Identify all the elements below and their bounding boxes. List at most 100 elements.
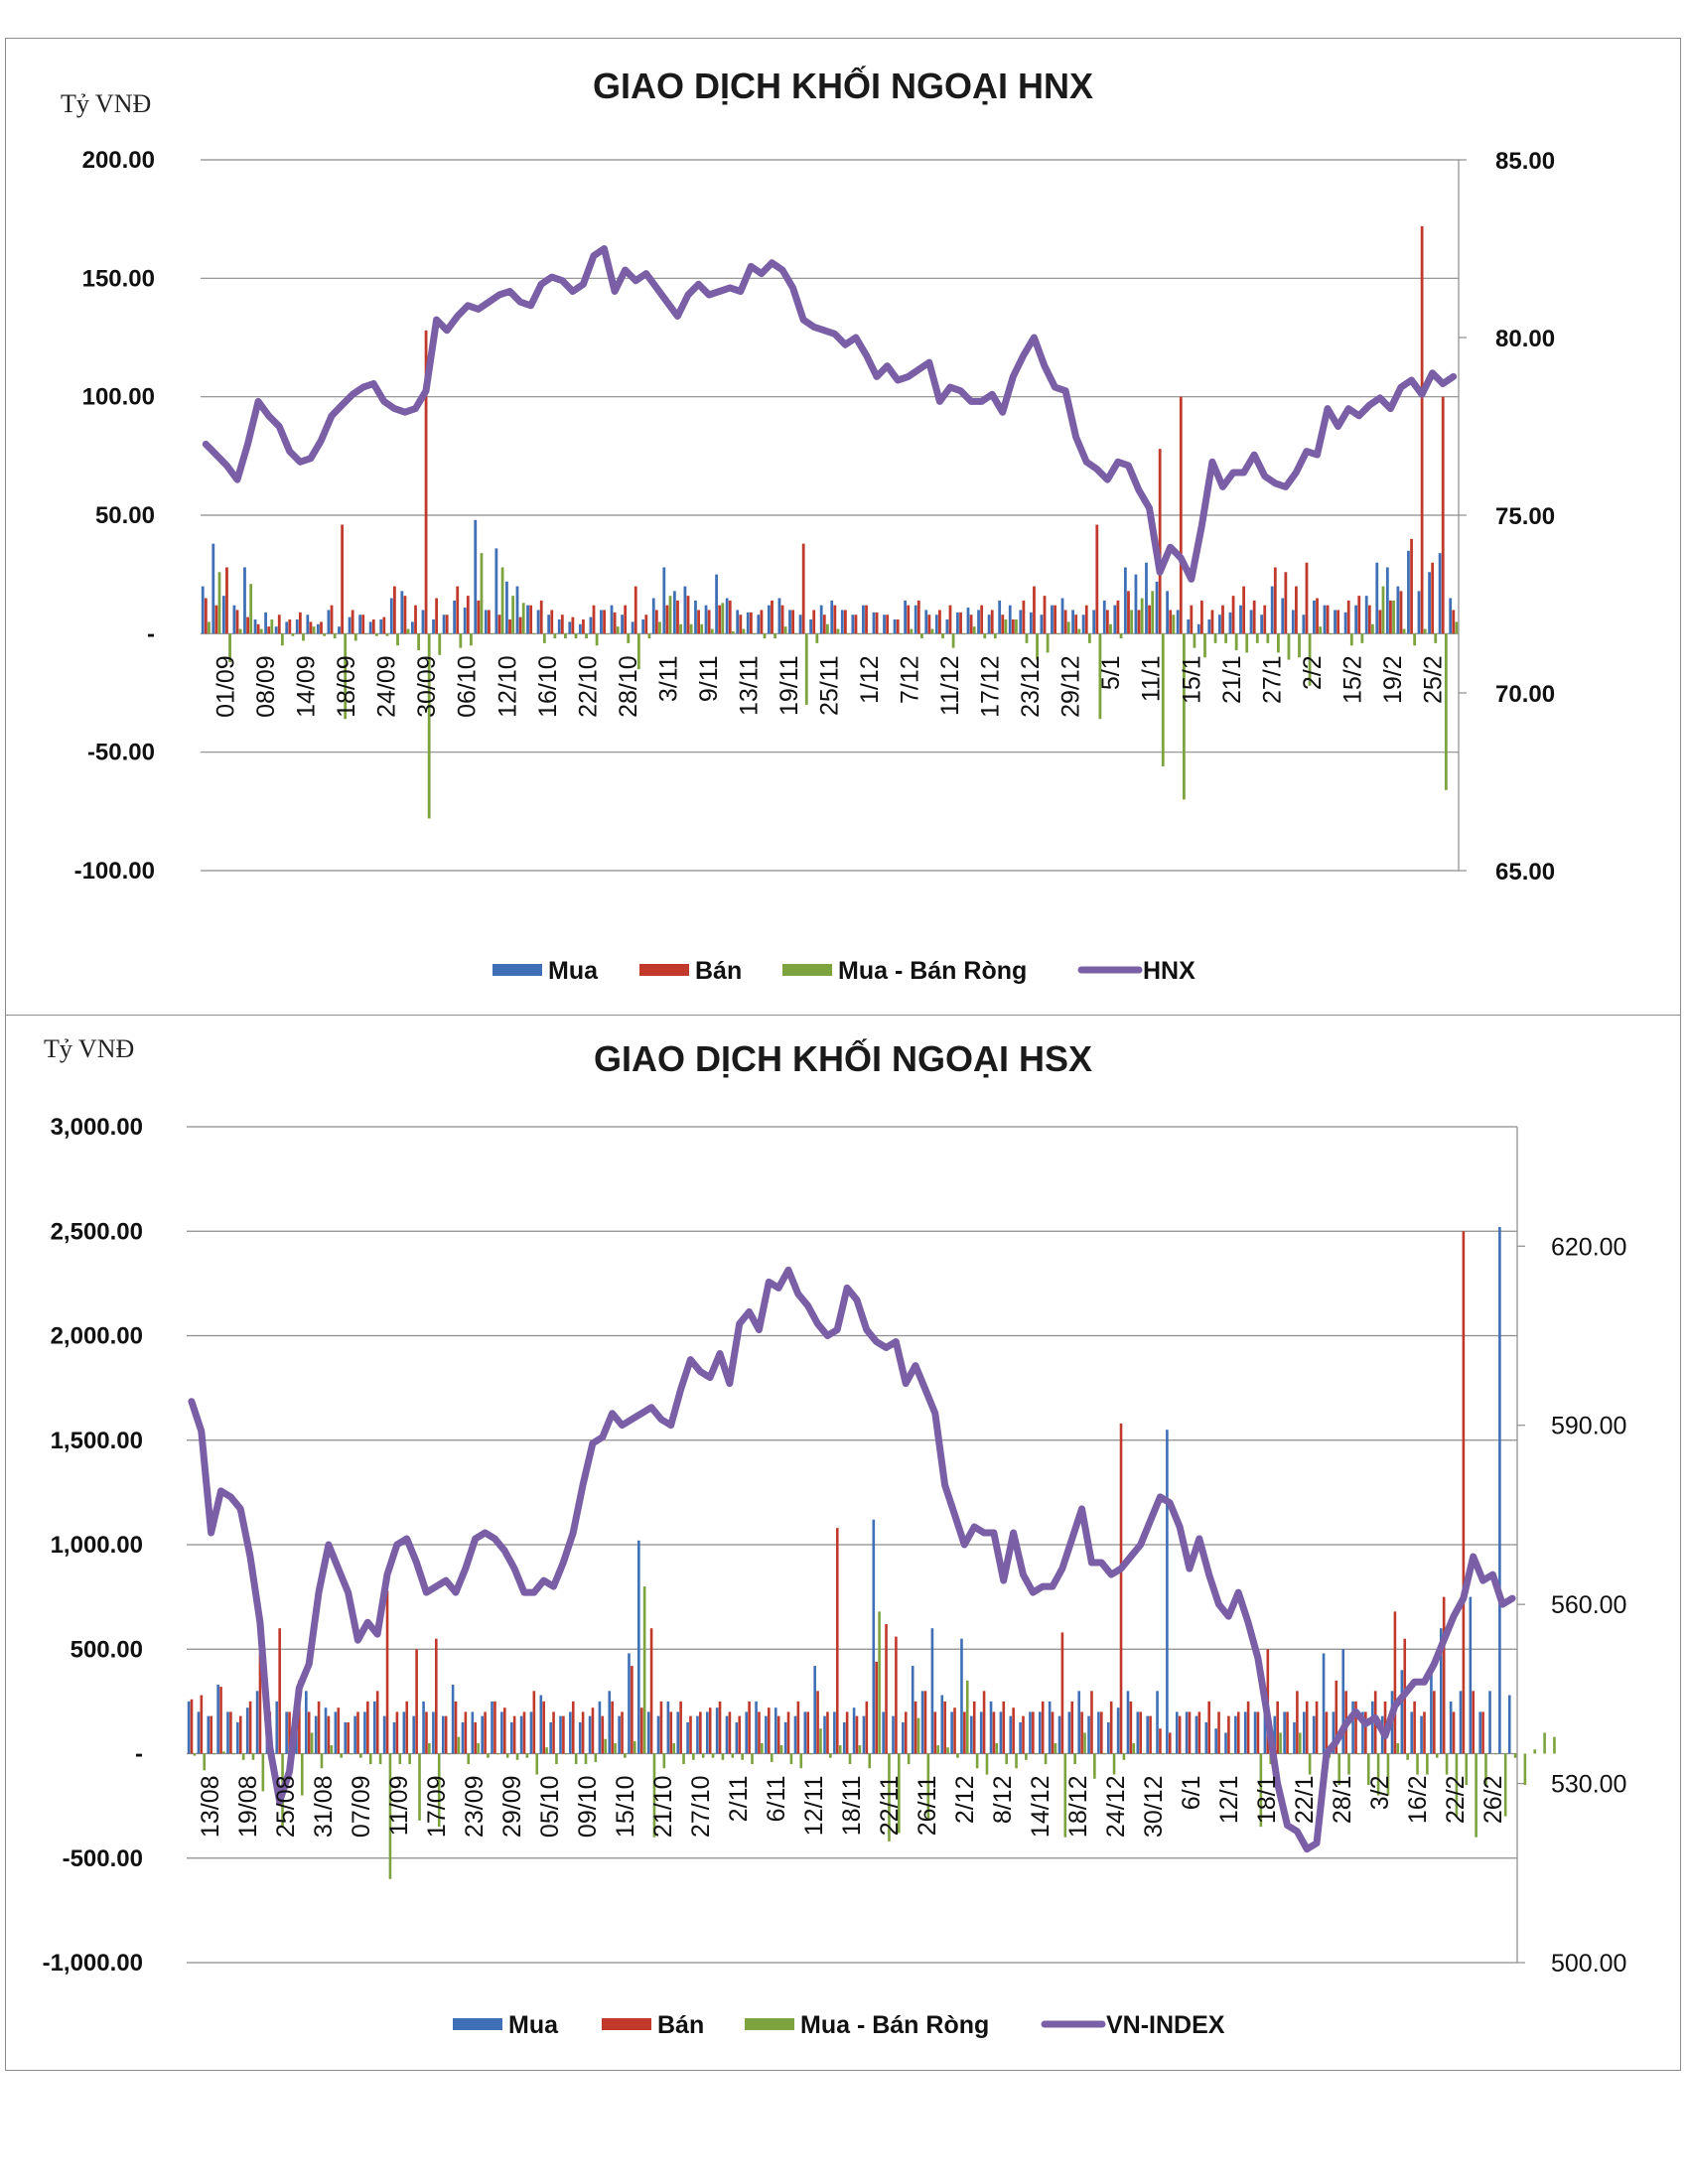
bar-mua-b-n-r-ng xyxy=(457,1736,461,1754)
bar-mua xyxy=(1224,1732,1227,1754)
bar-b-n xyxy=(1481,1711,1484,1754)
bar-mua-b-n-r-ng xyxy=(406,628,410,634)
bar-b-n xyxy=(686,596,690,634)
bar-mua xyxy=(1354,605,1358,634)
bar-mua-b-n-r-ng xyxy=(594,1753,598,1762)
x-tick-label: 18/12 xyxy=(1064,1776,1092,1839)
bar-mua-b-n-r-ng xyxy=(505,1753,509,1758)
bar-b-n xyxy=(288,619,292,634)
bar-b-n xyxy=(749,612,753,634)
bar-b-n xyxy=(1149,1715,1152,1754)
bar-mua xyxy=(1341,1649,1345,1754)
bar-mua-b-n-r-ng xyxy=(1063,1753,1067,1838)
bar-mua-b-n-r-ng xyxy=(1130,610,1133,634)
bar-b-n xyxy=(248,1701,252,1754)
legend-swatch xyxy=(492,964,542,976)
bar-mua-b-n-r-ng xyxy=(794,633,798,635)
bar-mua-b-n-r-ng xyxy=(753,633,756,635)
bar-mua xyxy=(1081,614,1085,634)
bar-mua-b-n-r-ng xyxy=(1142,1753,1145,1755)
y2-tick-label: 85.00 xyxy=(1495,148,1555,175)
bar-mua-b-n-r-ng xyxy=(251,1753,255,1760)
bar-mua-b-n-r-ng xyxy=(270,619,274,634)
bar-mua-b-n-r-ng xyxy=(956,1753,959,1758)
bar-b-n xyxy=(1188,1711,1192,1754)
x-tick-label: 12/11 xyxy=(800,1776,828,1837)
bar-b-n xyxy=(1022,1715,1025,1754)
bar-mua-b-n-r-ng xyxy=(995,1742,999,1754)
bar-mua-b-n-r-ng xyxy=(291,633,295,636)
bar-mua-b-n-r-ng xyxy=(1172,614,1176,634)
bar-mua-b-n-r-ng xyxy=(398,1753,402,1765)
bar-mua xyxy=(956,612,959,634)
bar-mua xyxy=(412,1715,416,1754)
bar-mua-b-n-r-ng xyxy=(809,1753,812,1755)
bar-mua xyxy=(872,1519,876,1754)
legend-label: Mua - Bán Ròng xyxy=(838,957,1027,985)
bar-mua xyxy=(1438,553,1442,634)
bar-mua-b-n-r-ng xyxy=(480,553,484,634)
bar-mua-b-n-r-ng xyxy=(1503,1753,1507,1817)
bar-mua xyxy=(372,1701,376,1754)
bar-b-n xyxy=(624,605,628,634)
bar-mua xyxy=(1260,614,1264,634)
bar-mua xyxy=(1029,612,1033,634)
bar-mua xyxy=(862,1715,866,1754)
bar-mua-b-n-r-ng xyxy=(535,1753,539,1775)
y-tick-label: 1,500.00 xyxy=(51,1428,143,1454)
bar-mua-b-n-r-ng xyxy=(408,1753,411,1765)
bar-mua-b-n-r-ng xyxy=(427,633,431,819)
x-tick-label: 14/12 xyxy=(1027,1776,1055,1839)
x-tick-label: 22/11 xyxy=(876,1776,904,1837)
chart-title-hsx: GIAO DỊCH KHỐI NGOẠI HSX xyxy=(594,1037,1092,1079)
bar-mua-b-n-r-ng xyxy=(815,633,819,643)
bar-mua-b-n-r-ng xyxy=(447,1753,451,1755)
bar-mua xyxy=(704,605,708,634)
bar-mua xyxy=(725,1715,729,1754)
bar-mua-b-n-r-ng xyxy=(1245,633,1249,653)
bar-mua xyxy=(1029,1711,1032,1754)
bar-mua xyxy=(1303,1711,1306,1754)
bar-mua xyxy=(1263,1701,1267,1754)
bar-mua xyxy=(637,1540,640,1754)
bar-mua-b-n-r-ng xyxy=(799,1753,803,1769)
x-tick-label: 26/11 xyxy=(914,1776,941,1837)
bar-mua-b-n-r-ng xyxy=(1056,633,1060,635)
bar-b-n xyxy=(414,605,417,634)
bar-mua-b-n-r-ng xyxy=(241,1753,245,1760)
bar-mua xyxy=(646,1711,650,1754)
bar-mua-b-n-r-ng xyxy=(761,1742,764,1754)
bar-b-n xyxy=(611,1701,614,1754)
bar-mua xyxy=(334,1711,338,1754)
bar-mua-b-n-r-ng xyxy=(721,603,725,634)
bar-b-n xyxy=(1452,610,1456,634)
bar-mua xyxy=(945,619,949,634)
bar-mua-b-n-r-ng xyxy=(368,1753,372,1765)
bar-mua-b-n-r-ng xyxy=(1034,1753,1038,1755)
bar-b-n xyxy=(1033,586,1036,634)
bar-b-n xyxy=(1433,1691,1436,1754)
bar-b-n xyxy=(1001,614,1005,634)
bar-mua xyxy=(201,586,205,634)
bar-mua xyxy=(432,1711,435,1754)
bar-mua xyxy=(715,574,718,634)
bar-b-n xyxy=(371,619,375,634)
bar-mua xyxy=(463,608,467,634)
bar-mua xyxy=(1253,1711,1257,1754)
bar-b-n xyxy=(1336,610,1340,634)
x-tick-label: 6/11 xyxy=(763,1776,790,1823)
x-tick-label: 01/09 xyxy=(212,655,240,718)
bar-b-n xyxy=(454,1701,458,1754)
bar-mua-b-n-r-ng xyxy=(1119,633,1123,639)
bar-b-n xyxy=(649,1628,653,1754)
bar-mua-b-n-r-ng xyxy=(565,1753,568,1755)
bar-b-n xyxy=(1326,605,1330,634)
bar-b-n xyxy=(760,610,764,634)
bar-mua-b-n-r-ng xyxy=(1255,633,1259,643)
bar-b-n xyxy=(659,1701,663,1754)
bar-mua xyxy=(539,1695,543,1754)
bar-b-n xyxy=(341,524,344,634)
bar-mua xyxy=(819,605,823,634)
bar-mua-b-n-r-ng xyxy=(378,1753,382,1765)
bar-b-n xyxy=(768,1707,771,1754)
